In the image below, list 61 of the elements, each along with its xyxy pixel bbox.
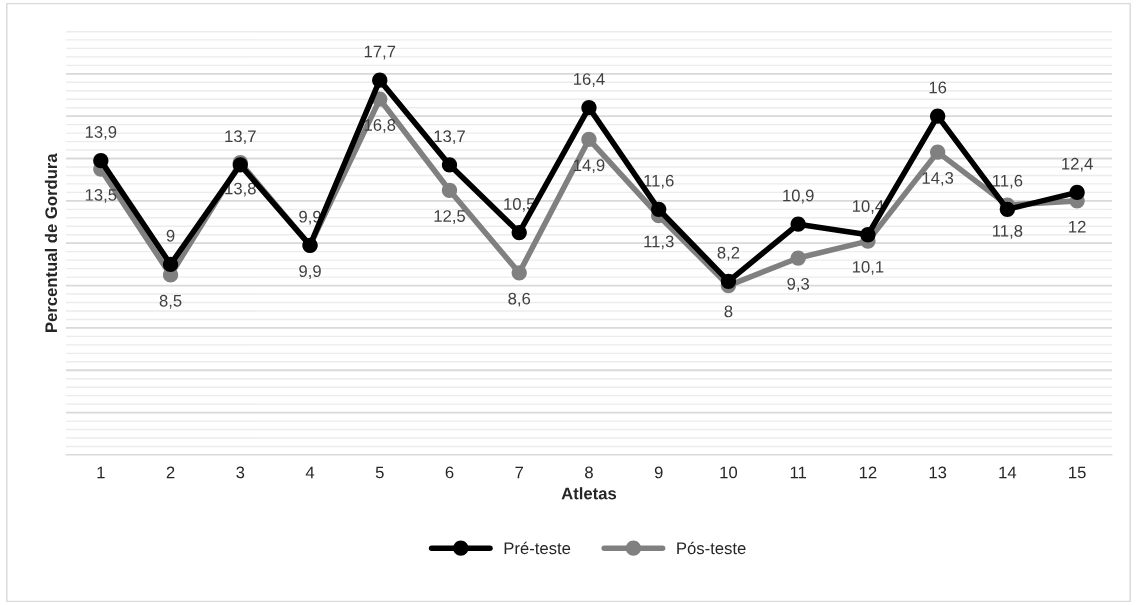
data-label: 11,8 — [993, 224, 1023, 239]
data-label: 11,6 — [644, 174, 674, 189]
data-label: 13,5 — [85, 188, 117, 203]
point — [511, 224, 527, 241]
point — [372, 72, 388, 88]
data-label: 16 — [929, 81, 947, 94]
x-tick-label: 8 — [585, 466, 593, 479]
point — [441, 157, 458, 173]
point — [860, 227, 876, 243]
data-label: 8,5 — [159, 294, 182, 309]
point — [581, 131, 597, 148]
x-tick-label: 7 — [515, 466, 524, 479]
data-label: 10,9 — [783, 189, 814, 204]
data-label: 13,7 — [434, 130, 465, 145]
x-tick-label: 6 — [445, 466, 454, 479]
y-axis-title: Percentual de Gordura — [44, 153, 58, 332]
data-label: 12 — [1069, 220, 1086, 233]
data-label: 16,4 — [574, 73, 605, 87]
legend-label: Pós-teste — [677, 541, 746, 555]
point — [790, 250, 806, 266]
x-tick-label: 9 — [654, 466, 663, 479]
data-label: 14,3 — [922, 172, 954, 186]
point — [1069, 184, 1085, 201]
data-label: 9,3 — [787, 277, 810, 292]
point — [790, 216, 806, 232]
data-label: 13,9 — [85, 126, 117, 140]
x-tick-label: 3 — [236, 466, 245, 479]
data-label: 8 — [724, 305, 733, 318]
x-tick-label: 11 — [790, 466, 807, 479]
data-label: 11,6 — [993, 174, 1023, 189]
x-tick-label: 15 — [1069, 466, 1086, 479]
point — [581, 100, 597, 116]
x-tick-label: 4 — [305, 466, 315, 479]
legend-label: Pré-teste — [504, 541, 571, 555]
point — [720, 273, 737, 289]
point — [930, 108, 946, 124]
data-label: 9 — [166, 229, 175, 242]
data-label: 8,6 — [508, 292, 531, 307]
point — [930, 144, 946, 160]
x-tick-label: 10 — [720, 466, 738, 479]
x-tick-label: 5 — [375, 466, 384, 479]
x-tick-label: 14 — [999, 466, 1017, 479]
data-label: 12,4 — [1062, 157, 1093, 172]
point — [511, 265, 527, 281]
data-label: 11,3 — [644, 235, 674, 250]
point — [93, 152, 109, 169]
data-label: 13,7 — [225, 130, 256, 145]
x-axis-title: Atletas — [561, 487, 617, 500]
point — [441, 182, 458, 198]
x-tick-label: 13 — [929, 466, 947, 479]
data-label: 8,2 — [717, 246, 740, 261]
data-label: 9,9 — [299, 265, 321, 279]
x-tick-label: 1 — [97, 466, 105, 479]
data-label: 17,7 — [364, 45, 396, 60]
point — [999, 201, 1016, 217]
data-label: 12,5 — [434, 210, 466, 224]
point — [162, 256, 179, 273]
x-tick-label: 2 — [166, 466, 175, 479]
x-tick-label: 12 — [859, 466, 877, 479]
point — [651, 201, 667, 217]
data-label: 10,1 — [852, 260, 884, 275]
